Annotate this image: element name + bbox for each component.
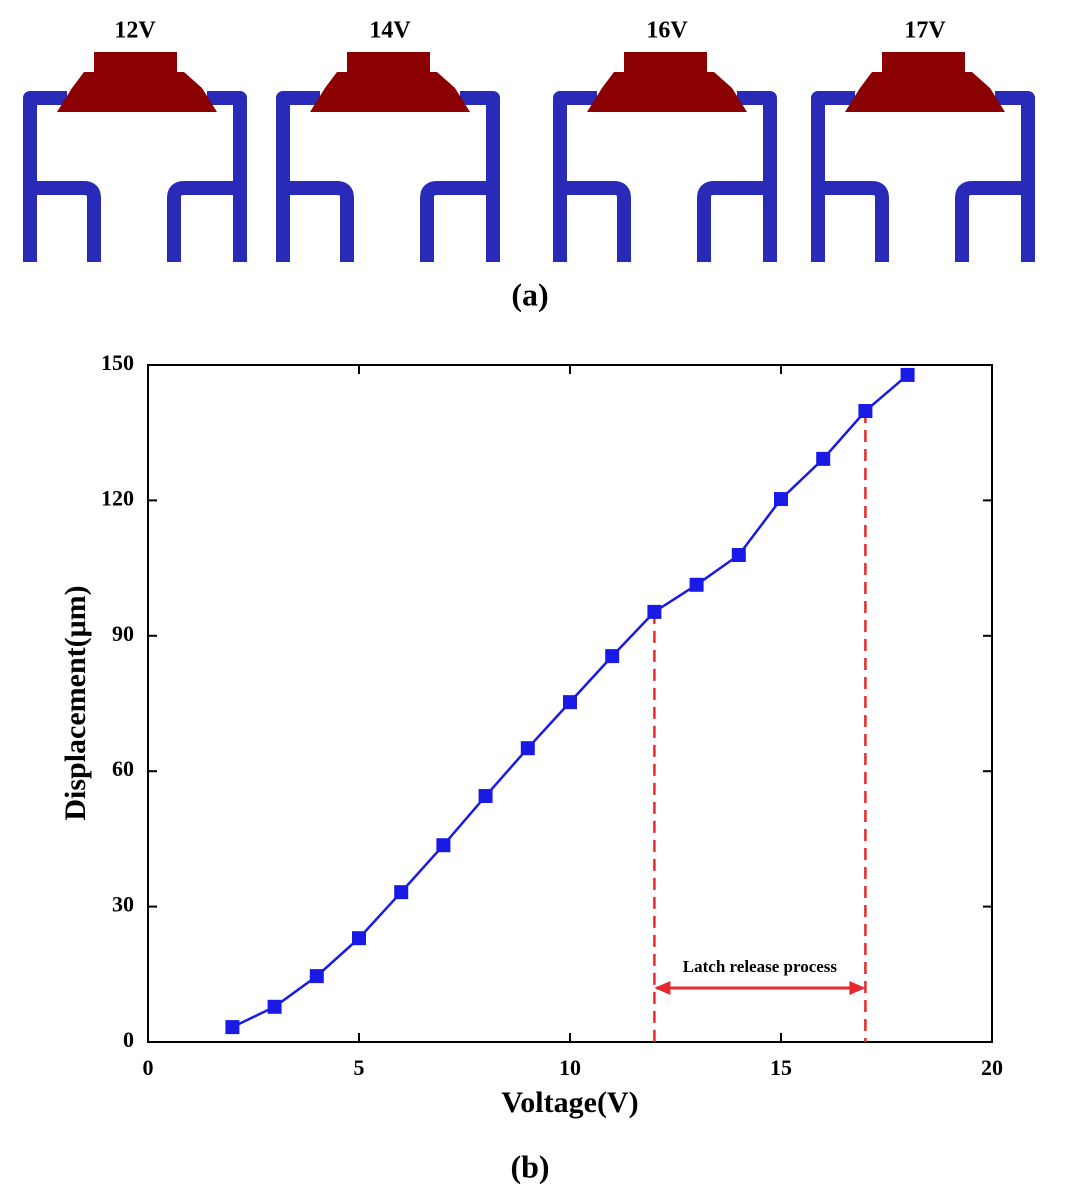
arrow-head [654, 981, 671, 995]
data-point [563, 695, 577, 710]
device-image [818, 52, 1028, 262]
data-point [267, 999, 282, 1014]
device-image [30, 52, 240, 262]
data-point [858, 404, 873, 419]
device-image [560, 52, 770, 262]
data-point [816, 451, 831, 466]
arrow-head [849, 981, 866, 995]
data-point [352, 931, 366, 946]
y-axis-label: Displacement(μm) [59, 585, 92, 820]
x-tick-label: 20 [981, 1055, 1003, 1080]
x-axis-label: Voltage(V) [501, 1086, 638, 1119]
data-point [309, 969, 324, 984]
y-tick-label: 90 [112, 621, 134, 646]
annotation-text: Latch release process [683, 957, 838, 976]
x-tick-label: 0 [143, 1055, 154, 1080]
voltage-label: 12V [114, 18, 156, 44]
voltage-label: 14V [369, 18, 411, 44]
y-tick-label: 60 [112, 756, 134, 781]
device-image [283, 52, 493, 262]
data-point [731, 548, 746, 563]
y-tick-label: 30 [112, 892, 134, 917]
x-tick-label: 10 [559, 1055, 581, 1080]
caption: (b) [510, 1148, 549, 1184]
data-point [394, 885, 409, 900]
data-point [774, 492, 788, 507]
data-point [436, 838, 451, 853]
data-point [605, 649, 620, 664]
x-tick-label: 15 [770, 1055, 792, 1080]
data-point [689, 577, 704, 592]
y-tick-label: 0 [123, 1027, 134, 1052]
y-tick-label: 150 [101, 350, 134, 375]
data-point [225, 1020, 240, 1035]
data-point [647, 604, 662, 619]
y-tick-label: 120 [101, 485, 134, 510]
voltage-label: 16V [646, 18, 688, 44]
data-point [900, 367, 915, 382]
data-point [478, 789, 493, 804]
data-point [520, 741, 535, 756]
x-tick-label: 5 [354, 1055, 365, 1080]
voltage-label: 17V [904, 18, 946, 44]
caption: (a) [511, 276, 548, 312]
